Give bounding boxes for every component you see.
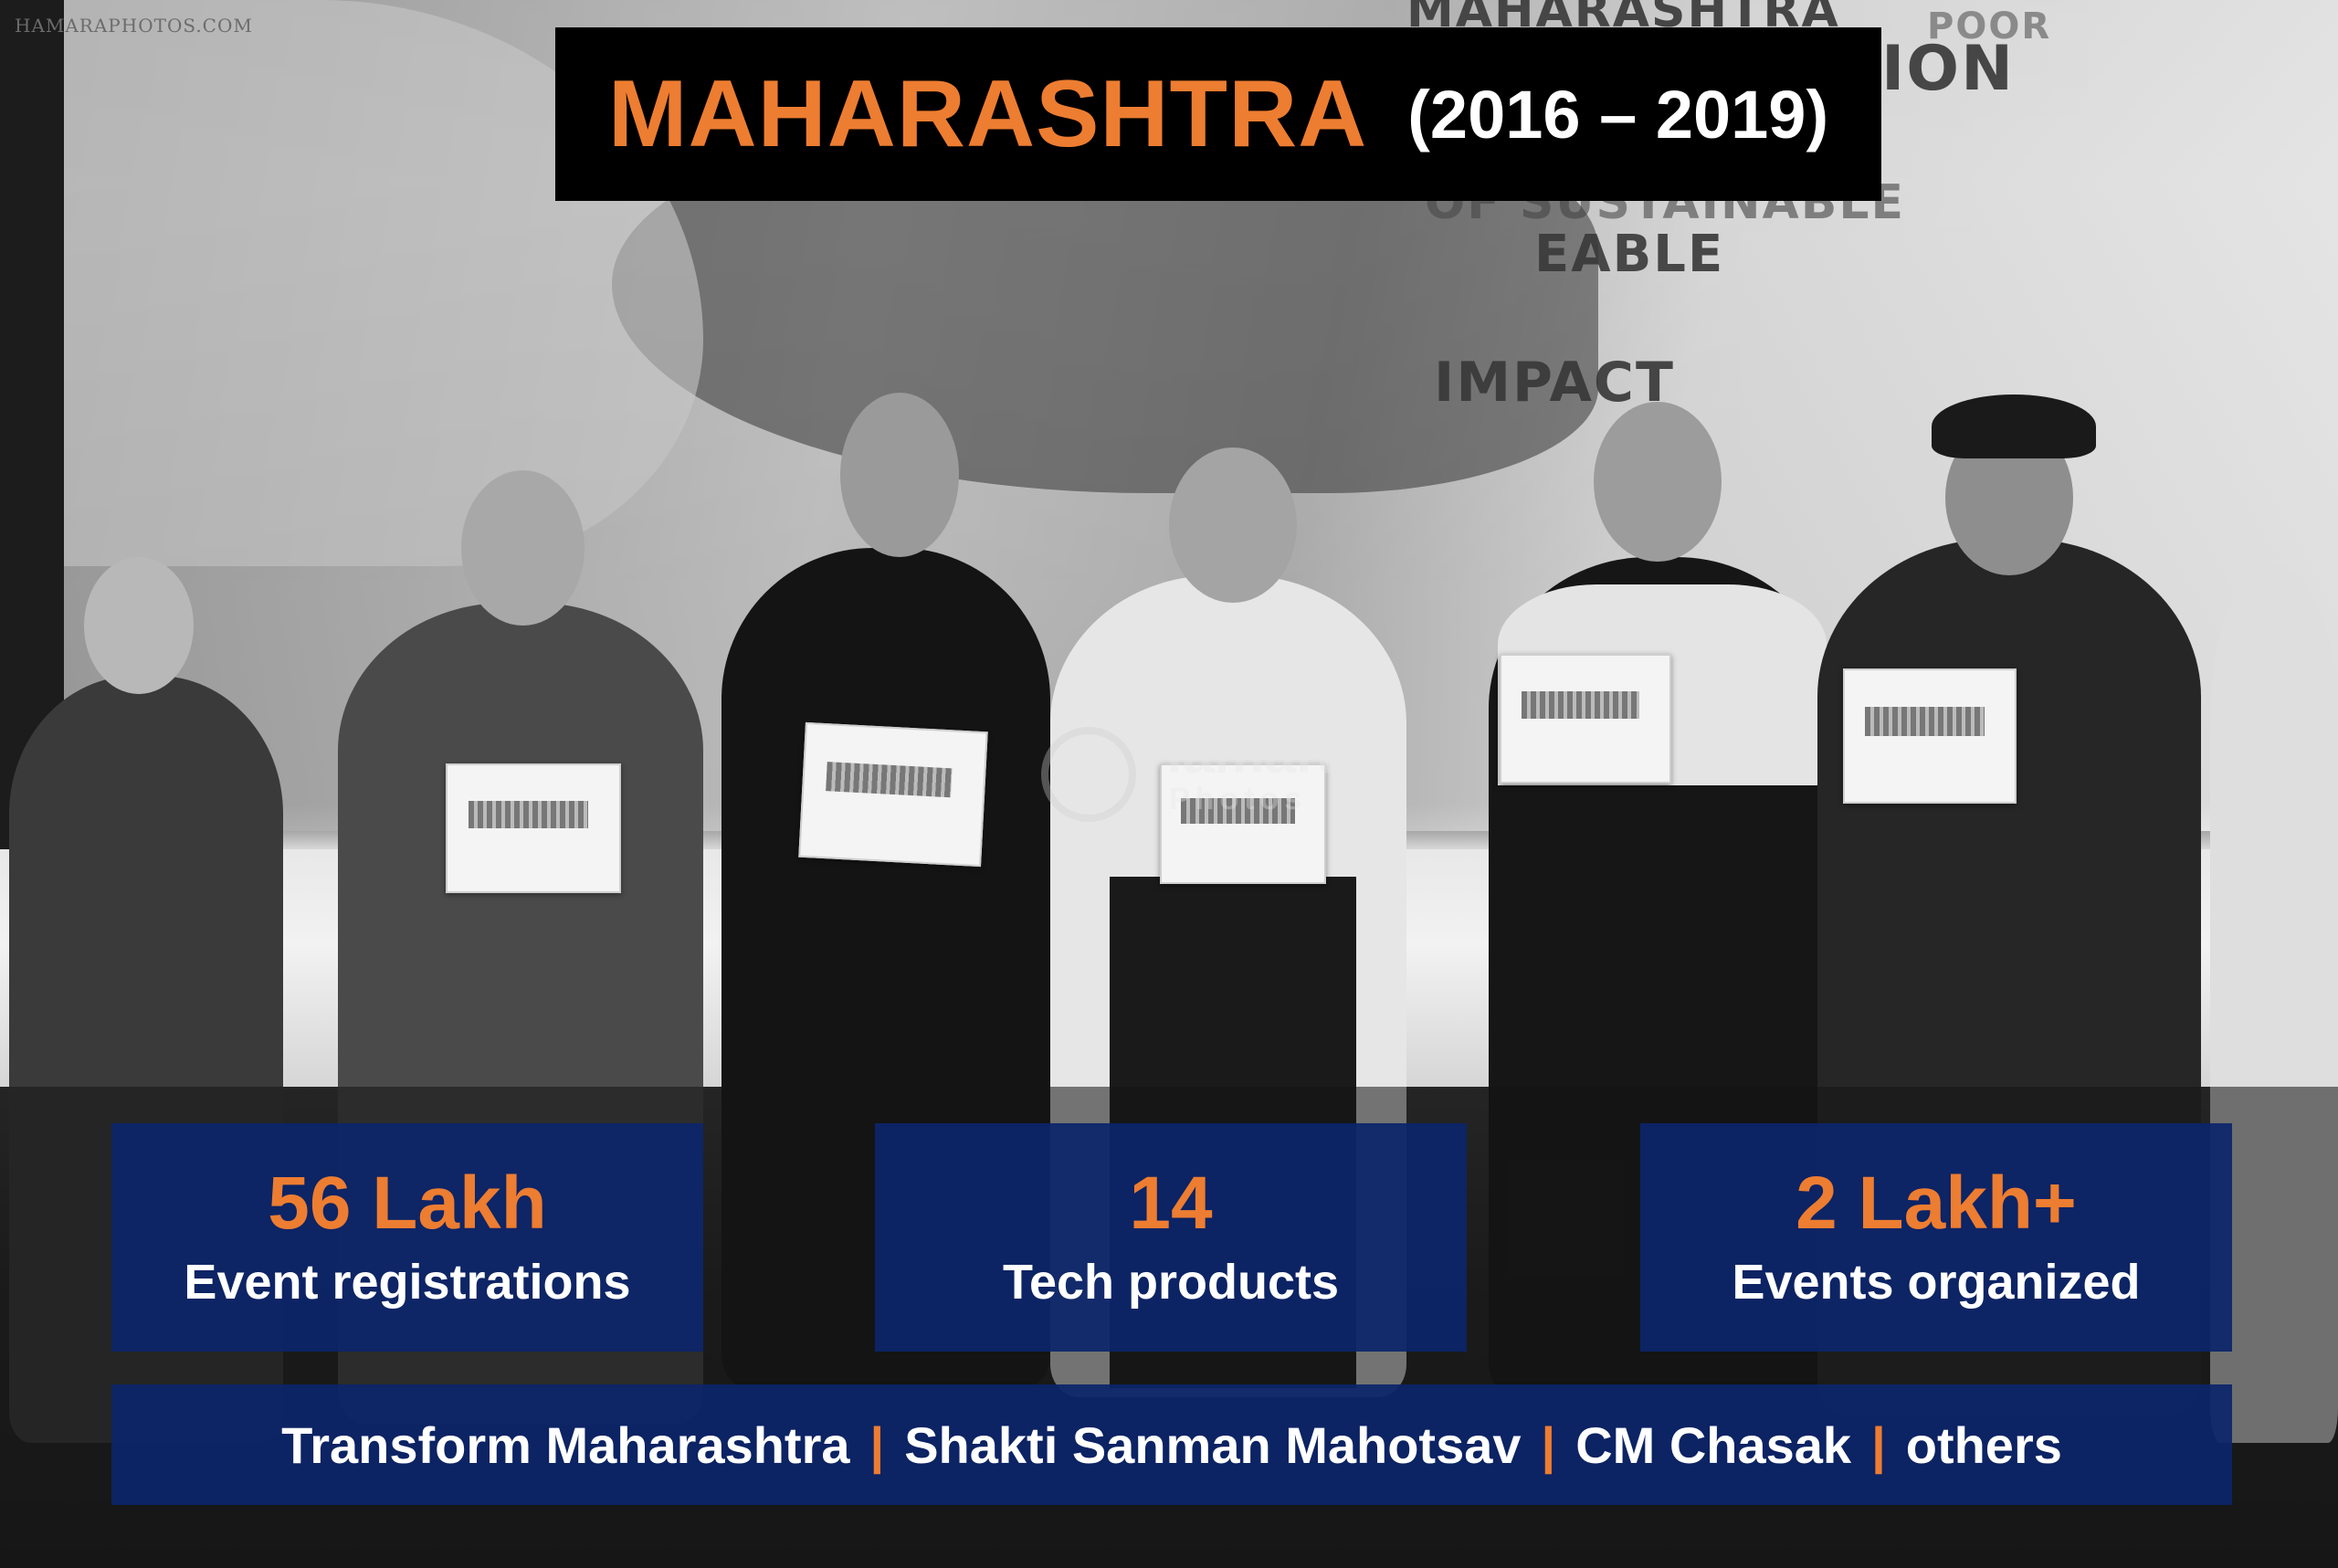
stat-card-tech-products: 14 Tech products xyxy=(875,1123,1467,1352)
logo-line1: Hamara xyxy=(1142,722,1350,785)
separator: | xyxy=(1541,1415,1556,1474)
person-1-head xyxy=(84,557,194,694)
stat-value: 56 Lakh xyxy=(268,1161,547,1245)
screen-text-1-small: POOR xyxy=(1927,5,2052,47)
title-banner: MAHARASHTRA (2016 – 2019) xyxy=(555,27,1881,201)
program-item: Shakti Sanman Mahotsav xyxy=(904,1415,1522,1474)
stat-card-registrations: 56 Lakh Event registrations xyxy=(111,1123,703,1352)
book-1 xyxy=(446,763,621,893)
photo-watermark: HAMARAPHOTOS.COM xyxy=(15,15,253,37)
program-item: Transform Maharashtra xyxy=(281,1415,850,1474)
person-5-head xyxy=(1594,402,1722,562)
stat-card-events: 2 Lakh+ Events organized xyxy=(1640,1123,2232,1352)
person-4-head xyxy=(1169,447,1297,603)
screen-text-5: IMPACT xyxy=(1434,351,1675,415)
title-years: (2016 – 2019) xyxy=(1407,76,1829,153)
stat-label: Event registrations xyxy=(184,1255,631,1310)
page-title: MAHARASHTRA xyxy=(607,60,1368,167)
program-item: others xyxy=(1905,1415,2062,1474)
program-item: CM Chasak xyxy=(1575,1415,1852,1474)
separator: | xyxy=(869,1415,885,1474)
book-3 xyxy=(1160,763,1326,884)
book-5 xyxy=(1843,668,2017,804)
screen-text-4: EABLE xyxy=(1534,225,1725,284)
person-2-head xyxy=(461,470,584,626)
book-4 xyxy=(1500,654,1671,784)
logo-line2: Photos xyxy=(1169,782,1308,816)
stat-value: 2 Lakh+ xyxy=(1796,1161,2077,1245)
stat-label: Tech products xyxy=(1002,1255,1340,1310)
person-6-beret xyxy=(1932,395,2096,458)
stat-label: Events organized xyxy=(1732,1255,2141,1310)
book-2 xyxy=(798,721,988,868)
hamara-photos-logo: Hamara Photos xyxy=(1041,721,1406,831)
person-3-head xyxy=(840,393,959,557)
programs-bar: Transform Maharashtra | Shakti Sanman Ma… xyxy=(111,1384,2232,1505)
screen-text-2: ION xyxy=(1881,33,2016,105)
separator: | xyxy=(1871,1415,1886,1474)
stat-value: 14 xyxy=(1129,1161,1213,1245)
